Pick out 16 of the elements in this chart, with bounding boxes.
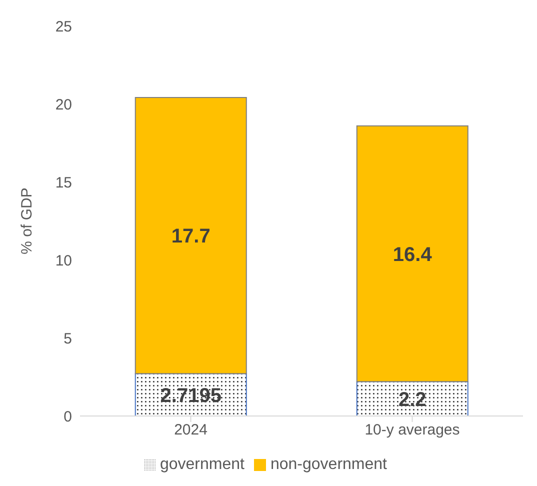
y-tick-label: 25 (55, 18, 72, 36)
bar (356, 125, 468, 382)
x-tick-label: 10-y averages (364, 422, 460, 439)
y-axis-title: % of GDP (18, 188, 36, 254)
data-label: 17.7 (171, 226, 210, 248)
y-tick-label: 5 (64, 330, 72, 348)
y-tick-label: 20 (55, 96, 72, 114)
bar (356, 381, 468, 416)
bar (134, 96, 247, 374)
y-tick-label: 10 (55, 252, 72, 270)
y-tick-label: 15 (55, 174, 72, 192)
x-tick-label: 2024 (174, 422, 208, 439)
legend-label: non-government (270, 456, 387, 473)
legend-label: government (160, 456, 244, 473)
data-label: 16.4 (392, 244, 433, 266)
y-tick-label: 0 (64, 408, 72, 426)
